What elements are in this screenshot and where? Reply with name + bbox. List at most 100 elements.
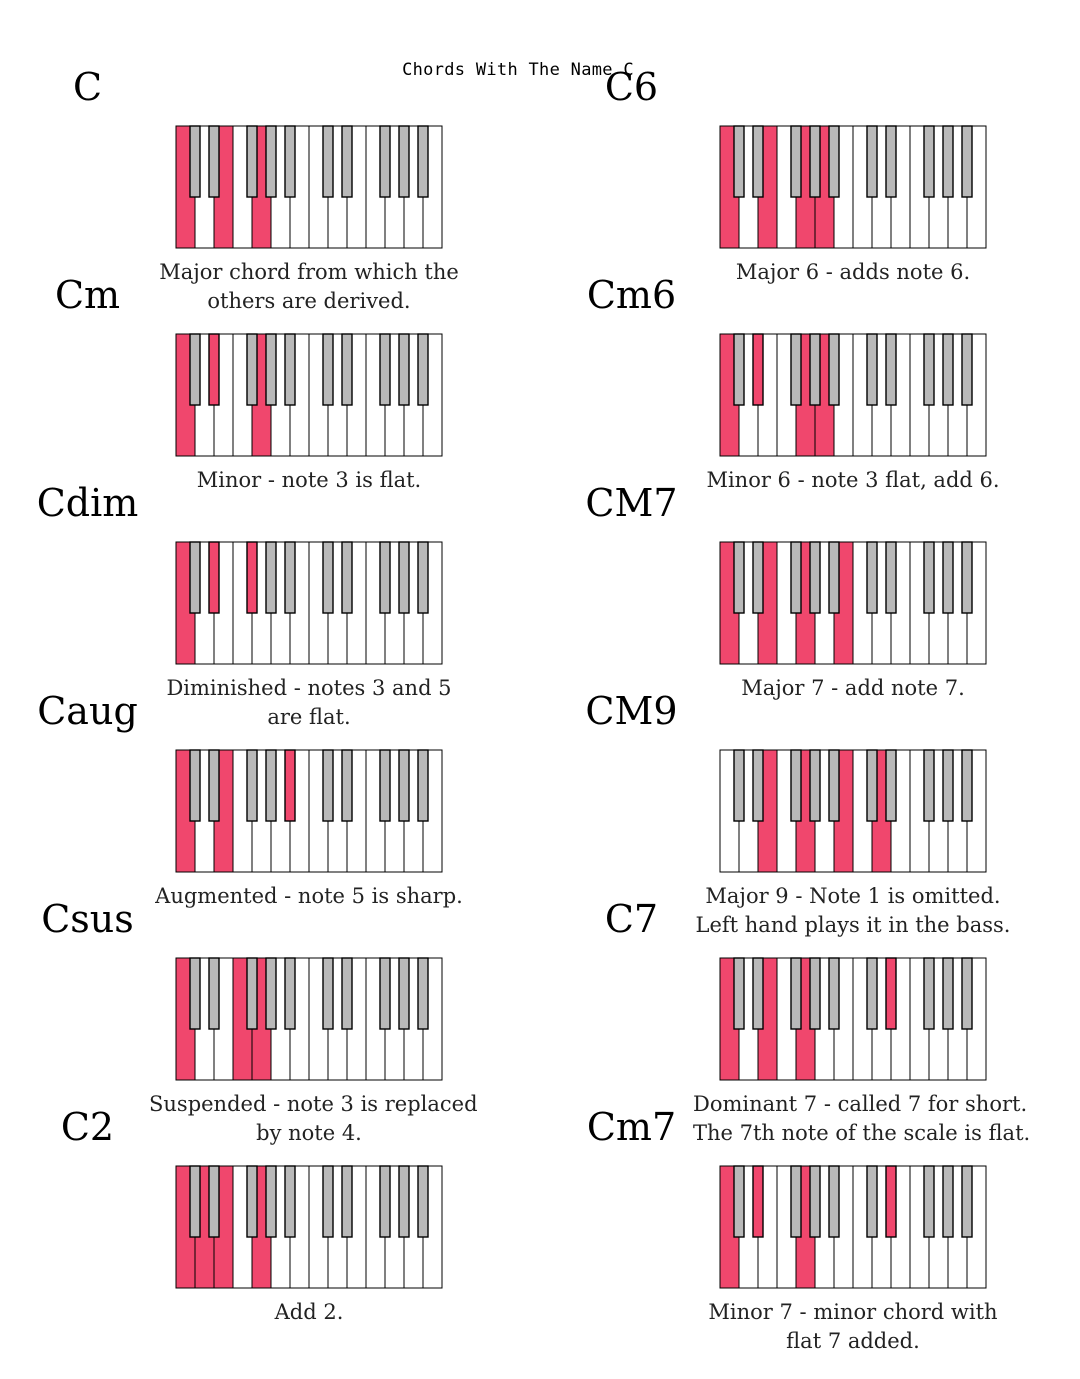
- black-key-highlighted: [246, 541, 258, 614]
- caption-line: Major 9 - Note 1 is omitted.: [705, 884, 1001, 908]
- black-key: [189, 333, 201, 406]
- chord-caption: Major chord from which the others are der…: [149, 258, 469, 316]
- black-key: [189, 749, 201, 822]
- caption-line: Major 7 - add note 7.: [741, 676, 965, 700]
- black-key: [866, 541, 878, 614]
- black-key: [265, 333, 277, 406]
- black-key: [828, 125, 840, 198]
- black-key: [208, 957, 220, 1030]
- black-key: [828, 1165, 840, 1238]
- black-key: [208, 1165, 220, 1238]
- black-key: [961, 957, 973, 1030]
- black-key: [961, 541, 973, 614]
- black-key: [265, 957, 277, 1030]
- black-key: [417, 333, 429, 406]
- chord-name: CM7: [585, 481, 678, 525]
- black-key: [265, 125, 277, 198]
- chord-cell: Caug Augmented - note 5 is sharp.: [0, 624, 540, 908]
- black-key: [284, 333, 296, 406]
- keyboard-diagram: [719, 333, 987, 457]
- black-key: [752, 541, 764, 614]
- black-key: [398, 333, 410, 406]
- chord-caption: Dominant 7 - called 7 for short. The 7th …: [693, 1090, 1031, 1148]
- piano-keyboard: [175, 749, 443, 873]
- black-key: [885, 125, 897, 198]
- black-key: [923, 541, 935, 614]
- black-key: [208, 125, 220, 198]
- chord-name: Cm6: [586, 273, 677, 317]
- piano-keyboard: [719, 541, 987, 665]
- black-key: [284, 957, 296, 1030]
- black-key: [341, 541, 353, 614]
- black-key: [189, 541, 201, 614]
- black-key: [265, 749, 277, 822]
- chord-cell: C7 Dominant 7 - called 7 for short. The 7t…: [544, 832, 1080, 1145]
- black-key-highlighted: [284, 749, 296, 822]
- chord-cell: Csus Suspended - note 3 is replaced by not…: [0, 832, 540, 1145]
- piano-keyboard: [719, 333, 987, 457]
- black-key-highlighted: [208, 333, 220, 406]
- page-title: Chords With The Name C: [402, 60, 634, 80]
- keyboard-diagram: [175, 541, 443, 665]
- black-key: [961, 749, 973, 822]
- black-key: [923, 749, 935, 822]
- black-key: [189, 1165, 201, 1238]
- black-key: [923, 957, 935, 1030]
- black-key: [961, 333, 973, 406]
- black-key: [246, 957, 258, 1030]
- black-key: [942, 125, 954, 198]
- black-key: [923, 125, 935, 198]
- black-key: [398, 957, 410, 1030]
- chord-name: C2: [60, 1105, 115, 1149]
- black-key: [942, 957, 954, 1030]
- chord-cell: CM9 Major 9 - Note 1 is omitted. Left hand…: [544, 624, 1080, 937]
- black-key: [961, 125, 973, 198]
- black-key: [284, 1165, 296, 1238]
- piano-keyboard: [719, 1165, 987, 1289]
- black-key: [322, 125, 334, 198]
- black-key: [828, 957, 840, 1030]
- chord-name: Cm: [54, 273, 121, 317]
- black-key: [733, 1165, 745, 1238]
- black-key: [246, 749, 258, 822]
- black-key: [828, 541, 840, 614]
- black-key: [398, 541, 410, 614]
- black-key: [733, 125, 745, 198]
- keyboard-diagram: [719, 541, 987, 665]
- caption-line: Dominant 7 - called 7 for short.: [693, 1092, 1028, 1116]
- chord-name: Cdim: [36, 481, 139, 525]
- keyboard-diagram: [175, 125, 443, 249]
- caption-line: The 7th note of the scale is flat.: [693, 1121, 1031, 1145]
- black-key: [942, 749, 954, 822]
- black-key: [246, 333, 258, 406]
- black-key: [341, 333, 353, 406]
- black-key: [866, 125, 878, 198]
- piano-keyboard: [175, 957, 443, 1081]
- black-key: [942, 1165, 954, 1238]
- piano-keyboard: [175, 1165, 443, 1289]
- black-key: [790, 1165, 802, 1238]
- caption-line: by note 4.: [256, 1121, 362, 1145]
- black-key-highlighted: [885, 957, 897, 1030]
- black-key-highlighted: [885, 1165, 897, 1238]
- caption-line: flat 7 added.: [786, 1329, 920, 1353]
- black-key: [942, 541, 954, 614]
- black-key: [379, 125, 391, 198]
- black-key: [341, 1165, 353, 1238]
- black-key: [322, 333, 334, 406]
- black-key: [809, 1165, 821, 1238]
- black-key: [246, 125, 258, 198]
- chord-cell: CM7 Major 7 - add note 7.: [544, 416, 1080, 700]
- black-key: [379, 541, 391, 614]
- chord-name: C7: [604, 897, 659, 941]
- chord-name: C6: [604, 65, 659, 109]
- chord-name: Csus: [41, 897, 134, 941]
- chord-caption: Suspended - note 3 is replaced by note 4.: [149, 1090, 478, 1148]
- keyboard-diagram: [719, 957, 987, 1081]
- black-key: [265, 541, 277, 614]
- black-key: [752, 125, 764, 198]
- black-key: [417, 541, 429, 614]
- black-key: [866, 957, 878, 1030]
- keyboard-diagram: [719, 125, 987, 249]
- black-key: [398, 749, 410, 822]
